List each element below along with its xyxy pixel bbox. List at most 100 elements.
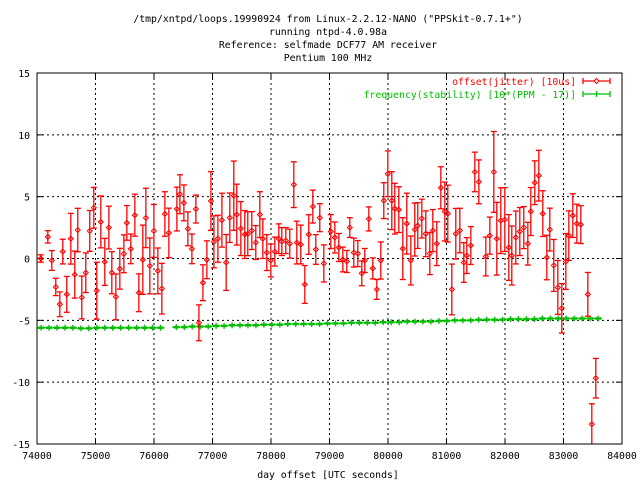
- data-point: [373, 286, 381, 293]
- data-point: [343, 258, 351, 265]
- offset-point: [312, 233, 320, 265]
- series-frequency: [37, 315, 603, 332]
- offset-point: [369, 257, 376, 280]
- data-point: [418, 215, 426, 222]
- frequency-point: [546, 315, 555, 322]
- data-point: [584, 291, 592, 298]
- offset-point: [512, 210, 520, 265]
- x-tick-label: 83000: [549, 451, 579, 462]
- offset-point: [444, 184, 451, 243]
- data-point: [127, 245, 135, 253]
- data-point: [112, 293, 120, 301]
- data-point: [467, 242, 475, 249]
- frequency-point: [204, 323, 213, 330]
- offset-point: [97, 195, 105, 249]
- data-point: [37, 255, 45, 262]
- frequency-point: [514, 316, 523, 323]
- y-tick-label: 0: [24, 255, 30, 266]
- frequency-point: [84, 325, 93, 332]
- frequency-point: [156, 324, 165, 331]
- data-point: [78, 294, 86, 301]
- offset-point: [456, 207, 464, 254]
- offset-point: [188, 233, 196, 265]
- data-point: [86, 227, 93, 235]
- data-point: [531, 179, 538, 186]
- offset-point: [44, 230, 52, 244]
- offset-point: [482, 236, 490, 277]
- frequency-point: [188, 323, 197, 330]
- frequency-point: [395, 319, 404, 326]
- offset-point: [501, 186, 509, 253]
- offset-point: [241, 209, 248, 260]
- data-point: [558, 305, 566, 312]
- offset-point: [176, 174, 184, 215]
- offset-point: [327, 213, 334, 250]
- frequency-point: [140, 324, 149, 331]
- data-point: [192, 205, 200, 213]
- offset-point: [426, 231, 434, 276]
- data-point: [448, 286, 456, 293]
- frequency-point: [45, 324, 54, 331]
- legend-sample-offset: [582, 77, 611, 85]
- x-tick-label: 74000: [22, 451, 52, 462]
- data-point: [550, 262, 557, 269]
- x-tick-label: 80000: [373, 451, 403, 462]
- offset-point: [86, 209, 93, 252]
- data-point: [452, 230, 460, 237]
- offset-point: [263, 233, 270, 272]
- frequency-point: [339, 320, 348, 327]
- offset-point: [546, 207, 554, 252]
- data-point: [207, 197, 215, 205]
- frequency-point: [92, 324, 101, 331]
- data-point: [142, 214, 150, 222]
- offset-point: [460, 242, 468, 283]
- offset-point: [407, 235, 415, 286]
- offset-point: [59, 238, 67, 265]
- offset-point: [78, 275, 86, 320]
- legend-marker: [593, 77, 600, 85]
- data-point: [395, 206, 403, 213]
- offset-point: [399, 217, 407, 281]
- x-axis-label: day offset [UTC seconds]: [257, 470, 399, 480]
- offset-point: [237, 200, 245, 257]
- offset-point: [377, 241, 385, 280]
- offset-point: [309, 189, 317, 224]
- y-tick-label: 5: [24, 193, 30, 204]
- offset-point: [195, 304, 203, 342]
- offset-point: [320, 244, 328, 283]
- offset-point: [105, 205, 113, 250]
- data-point: [248, 227, 256, 234]
- offset-point: [82, 252, 89, 294]
- offset-point: [101, 237, 109, 286]
- frequency-point: [291, 321, 300, 328]
- offset-point: [37, 254, 45, 263]
- frequency-point: [442, 317, 451, 324]
- frequency-point: [307, 321, 316, 328]
- series-offset: [37, 130, 599, 444]
- y-tick-label: -15: [12, 440, 30, 451]
- legend: offset(jitter) [10us] frequency(stabilit…: [364, 77, 611, 101]
- data-point: [180, 199, 188, 207]
- offset-point: [123, 204, 131, 241]
- frequency-point: [530, 316, 539, 323]
- data-point: [312, 246, 320, 253]
- data-point: [131, 212, 139, 219]
- y-tick-label: 10: [18, 131, 30, 142]
- frequency-point: [116, 324, 125, 331]
- offset-point: [354, 239, 362, 268]
- frequency-point: [347, 319, 356, 326]
- frequency-point: [554, 315, 563, 322]
- frequency-point: [124, 324, 133, 331]
- frequency-point: [180, 324, 189, 331]
- data-point: [282, 237, 290, 244]
- frequency-point: [498, 316, 507, 323]
- offset-point: [230, 160, 238, 231]
- frequency-point: [275, 321, 284, 328]
- offset-point: [520, 205, 527, 250]
- x-tick-label: 82000: [490, 451, 520, 462]
- axis-ticks: 74000 75000 76000 77000 78000 79000 80000 81000…: [12, 69, 637, 462]
- offset-point: [584, 271, 592, 317]
- data-point: [577, 221, 585, 228]
- data-point: [135, 289, 143, 296]
- frequency-point: [490, 316, 499, 323]
